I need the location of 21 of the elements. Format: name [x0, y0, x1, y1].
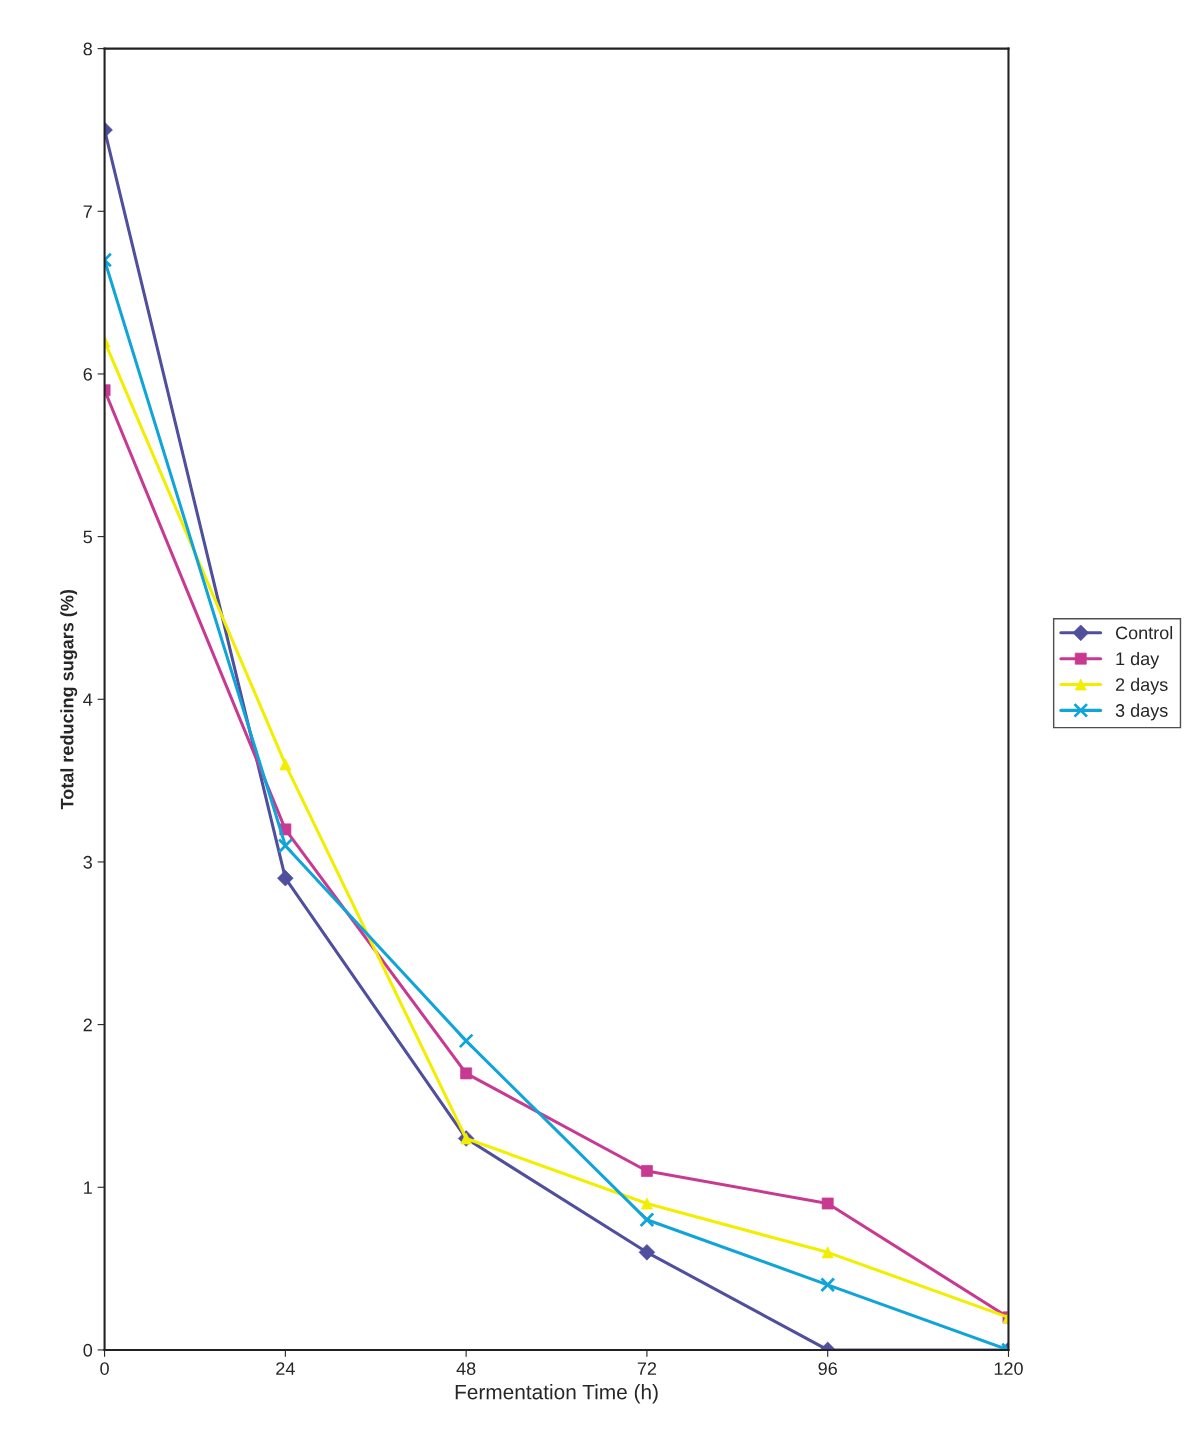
legend-label: Control: [1115, 626, 1173, 640]
y-tick-label: 8: [83, 42, 92, 56]
y-tick-label: 4: [83, 693, 93, 706]
y-tick-label: 5: [83, 530, 93, 544]
x-tick-label: 24: [276, 1362, 295, 1375]
x-tick-label: 0: [100, 1362, 109, 1375]
y-tick-label: 7: [83, 205, 92, 218]
y-tick-label: 0: [83, 1343, 93, 1357]
x-tick-label: 120: [994, 1362, 1023, 1375]
x-tick-label: 48: [456, 1362, 476, 1375]
y-tick-label: 6: [83, 367, 92, 381]
y-tick-label: 2: [83, 1018, 92, 1032]
y-tick-label: 3: [83, 855, 92, 869]
x-tick-label: 96: [818, 1362, 837, 1375]
y-tick-label: 1: [84, 1181, 92, 1194]
x-axis-title: Fermentation Time (h): [455, 1384, 658, 1404]
y-axis-title: Total reducing sugars (%): [60, 589, 78, 810]
legend-label: 3 days: [1115, 703, 1168, 721]
x-tick-label: 72: [637, 1362, 657, 1375]
legend-label: 2 days: [1115, 677, 1168, 695]
legend-label: 1 day: [1116, 651, 1160, 669]
